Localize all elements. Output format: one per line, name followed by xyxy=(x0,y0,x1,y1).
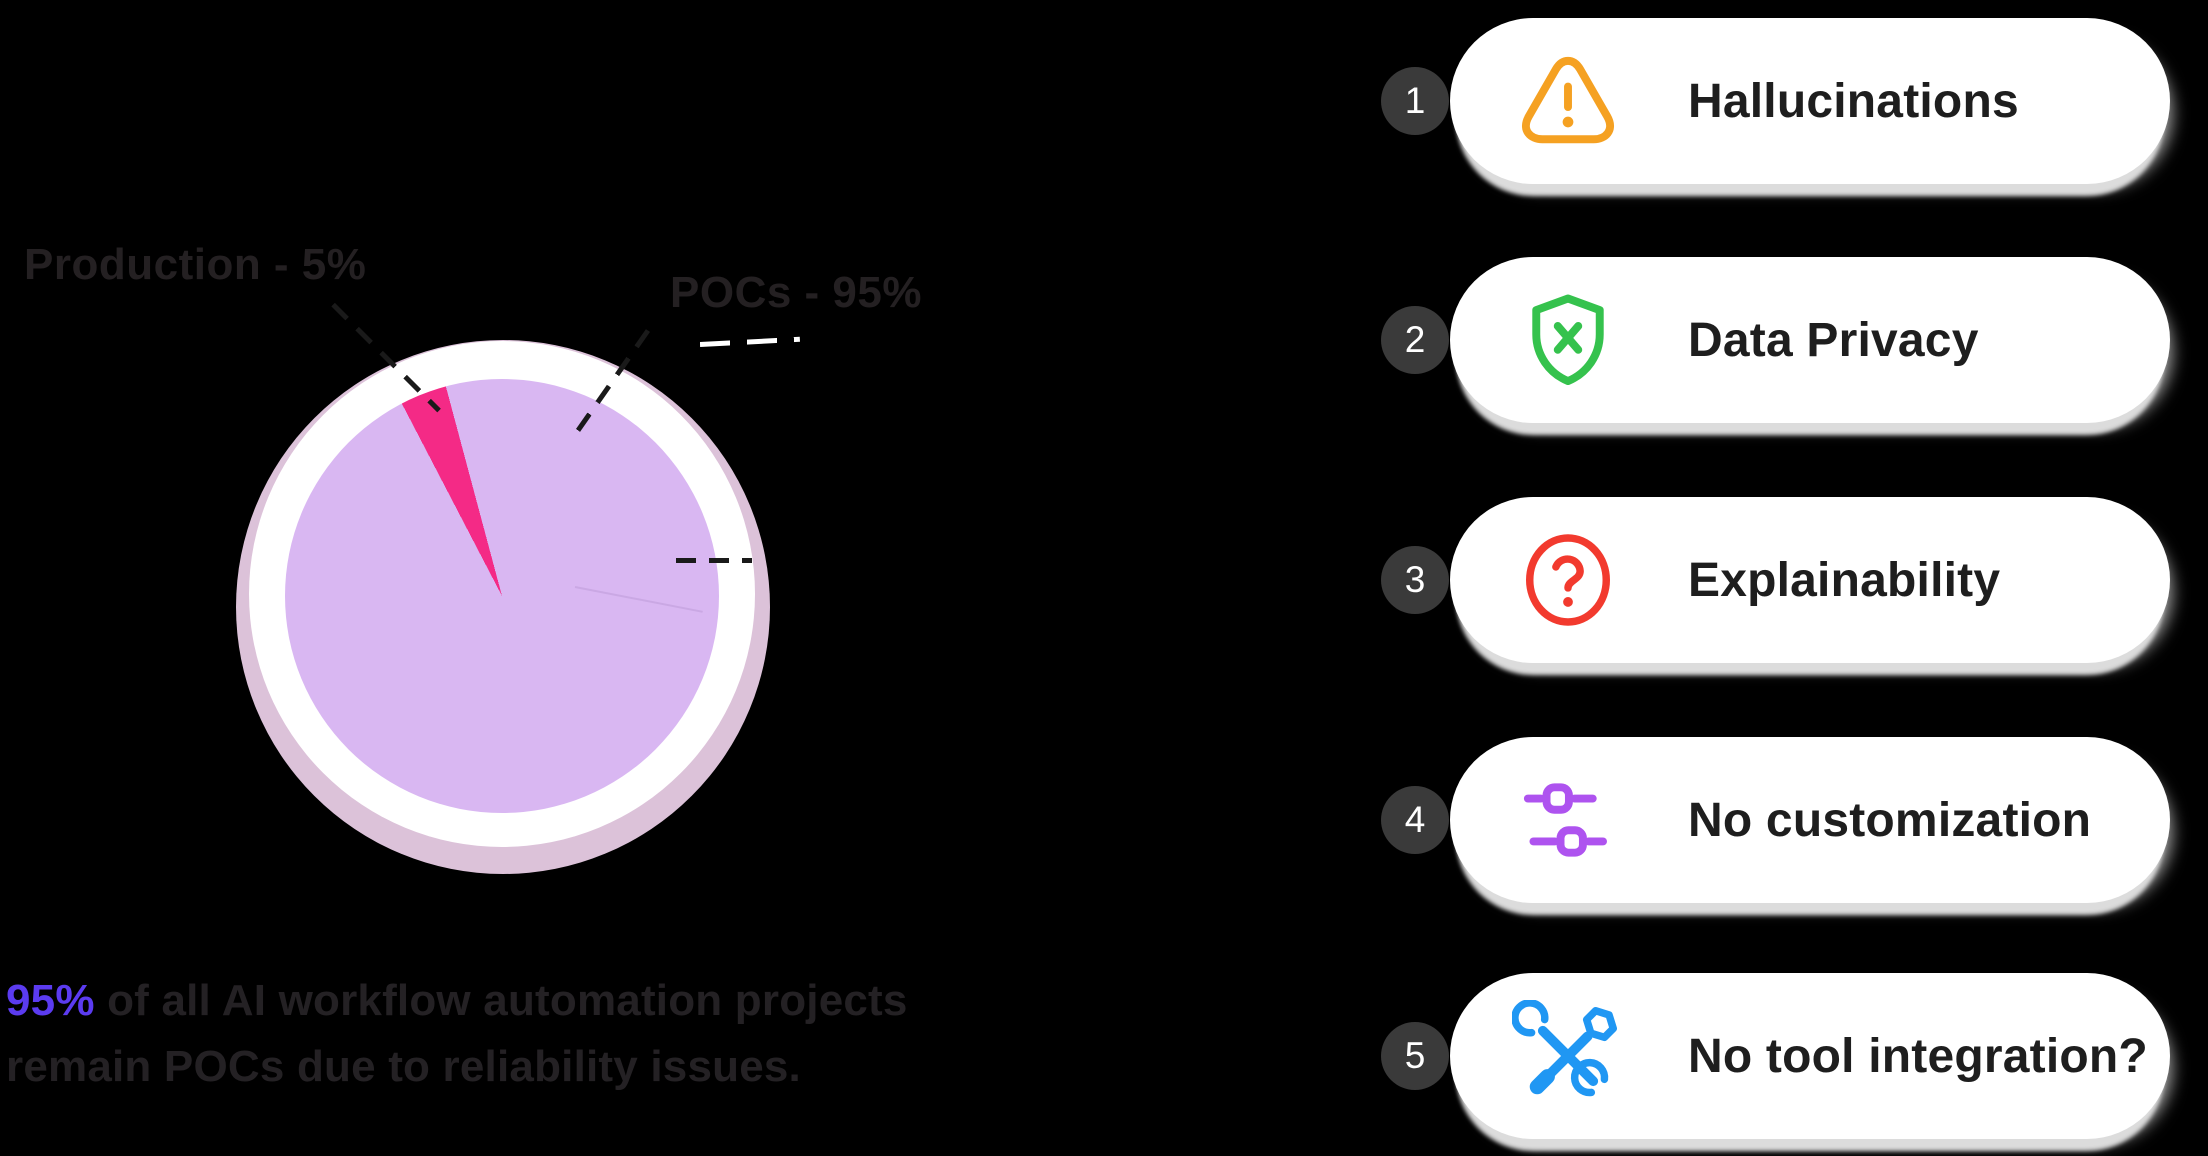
issue-row-data-privacy: 2 Data Privacy xyxy=(1381,257,2171,423)
issue-label: No customization xyxy=(1688,793,2092,847)
step-badge: 2 xyxy=(1381,306,1449,374)
pie-caption: 95% of all AI workflow automation projec… xyxy=(6,968,986,1100)
issue-row-no-tool-integration: 5 No tool integration? xyxy=(1381,973,2171,1139)
badge-number: 1 xyxy=(1404,80,1426,121)
caption-line2: remain POCs due to reliability issues. xyxy=(6,1042,801,1091)
issue-card: Explainability xyxy=(1450,497,2170,663)
tools-icon xyxy=(1512,1000,1617,1097)
sliders-icon xyxy=(1523,783,1607,857)
issue-card: No tool integration? xyxy=(1450,973,2170,1139)
issue-card: Data Privacy xyxy=(1450,257,2170,423)
warning-triangle-icon xyxy=(1521,56,1615,144)
issue-label: Data Privacy xyxy=(1688,313,1979,367)
shield-x-icon xyxy=(1532,294,1604,386)
pie-label-pocs: POCs - 95% xyxy=(670,268,922,317)
issue-row-explainability: 3 Explainability xyxy=(1381,497,2171,663)
issue-card: No customization xyxy=(1450,737,2170,903)
step-badge: 4 xyxy=(1381,786,1449,854)
caption-highlight: 95% xyxy=(6,976,95,1025)
step-badge: 3 xyxy=(1381,546,1449,614)
issue-row-no-customization: 4 No customization xyxy=(1381,737,2171,903)
badge-number: 4 xyxy=(1404,799,1426,840)
pie-chart xyxy=(285,379,719,813)
issue-row-hallucinations: 1 Hallucinations xyxy=(1381,18,2171,184)
issue-card: Hallucinations xyxy=(1450,18,2170,184)
badge-number: 3 xyxy=(1404,559,1426,600)
step-badge: 1 xyxy=(1381,67,1449,135)
callout-line-right xyxy=(676,558,752,563)
step-badge: 5 xyxy=(1381,1022,1449,1090)
callout-line-pocs-outer xyxy=(699,336,800,347)
badge-number: 5 xyxy=(1404,1035,1426,1076)
caption-line1: of all AI workflow automation projects xyxy=(94,976,908,1025)
issue-label: Hallucinations xyxy=(1688,74,2019,128)
question-circle-icon xyxy=(1526,534,1610,626)
issue-label: Explainability xyxy=(1688,553,2001,607)
issue-label: No tool integration? xyxy=(1688,1029,2148,1083)
pie-label-production: Production - 5% xyxy=(24,240,367,289)
badge-number: 2 xyxy=(1404,319,1426,360)
